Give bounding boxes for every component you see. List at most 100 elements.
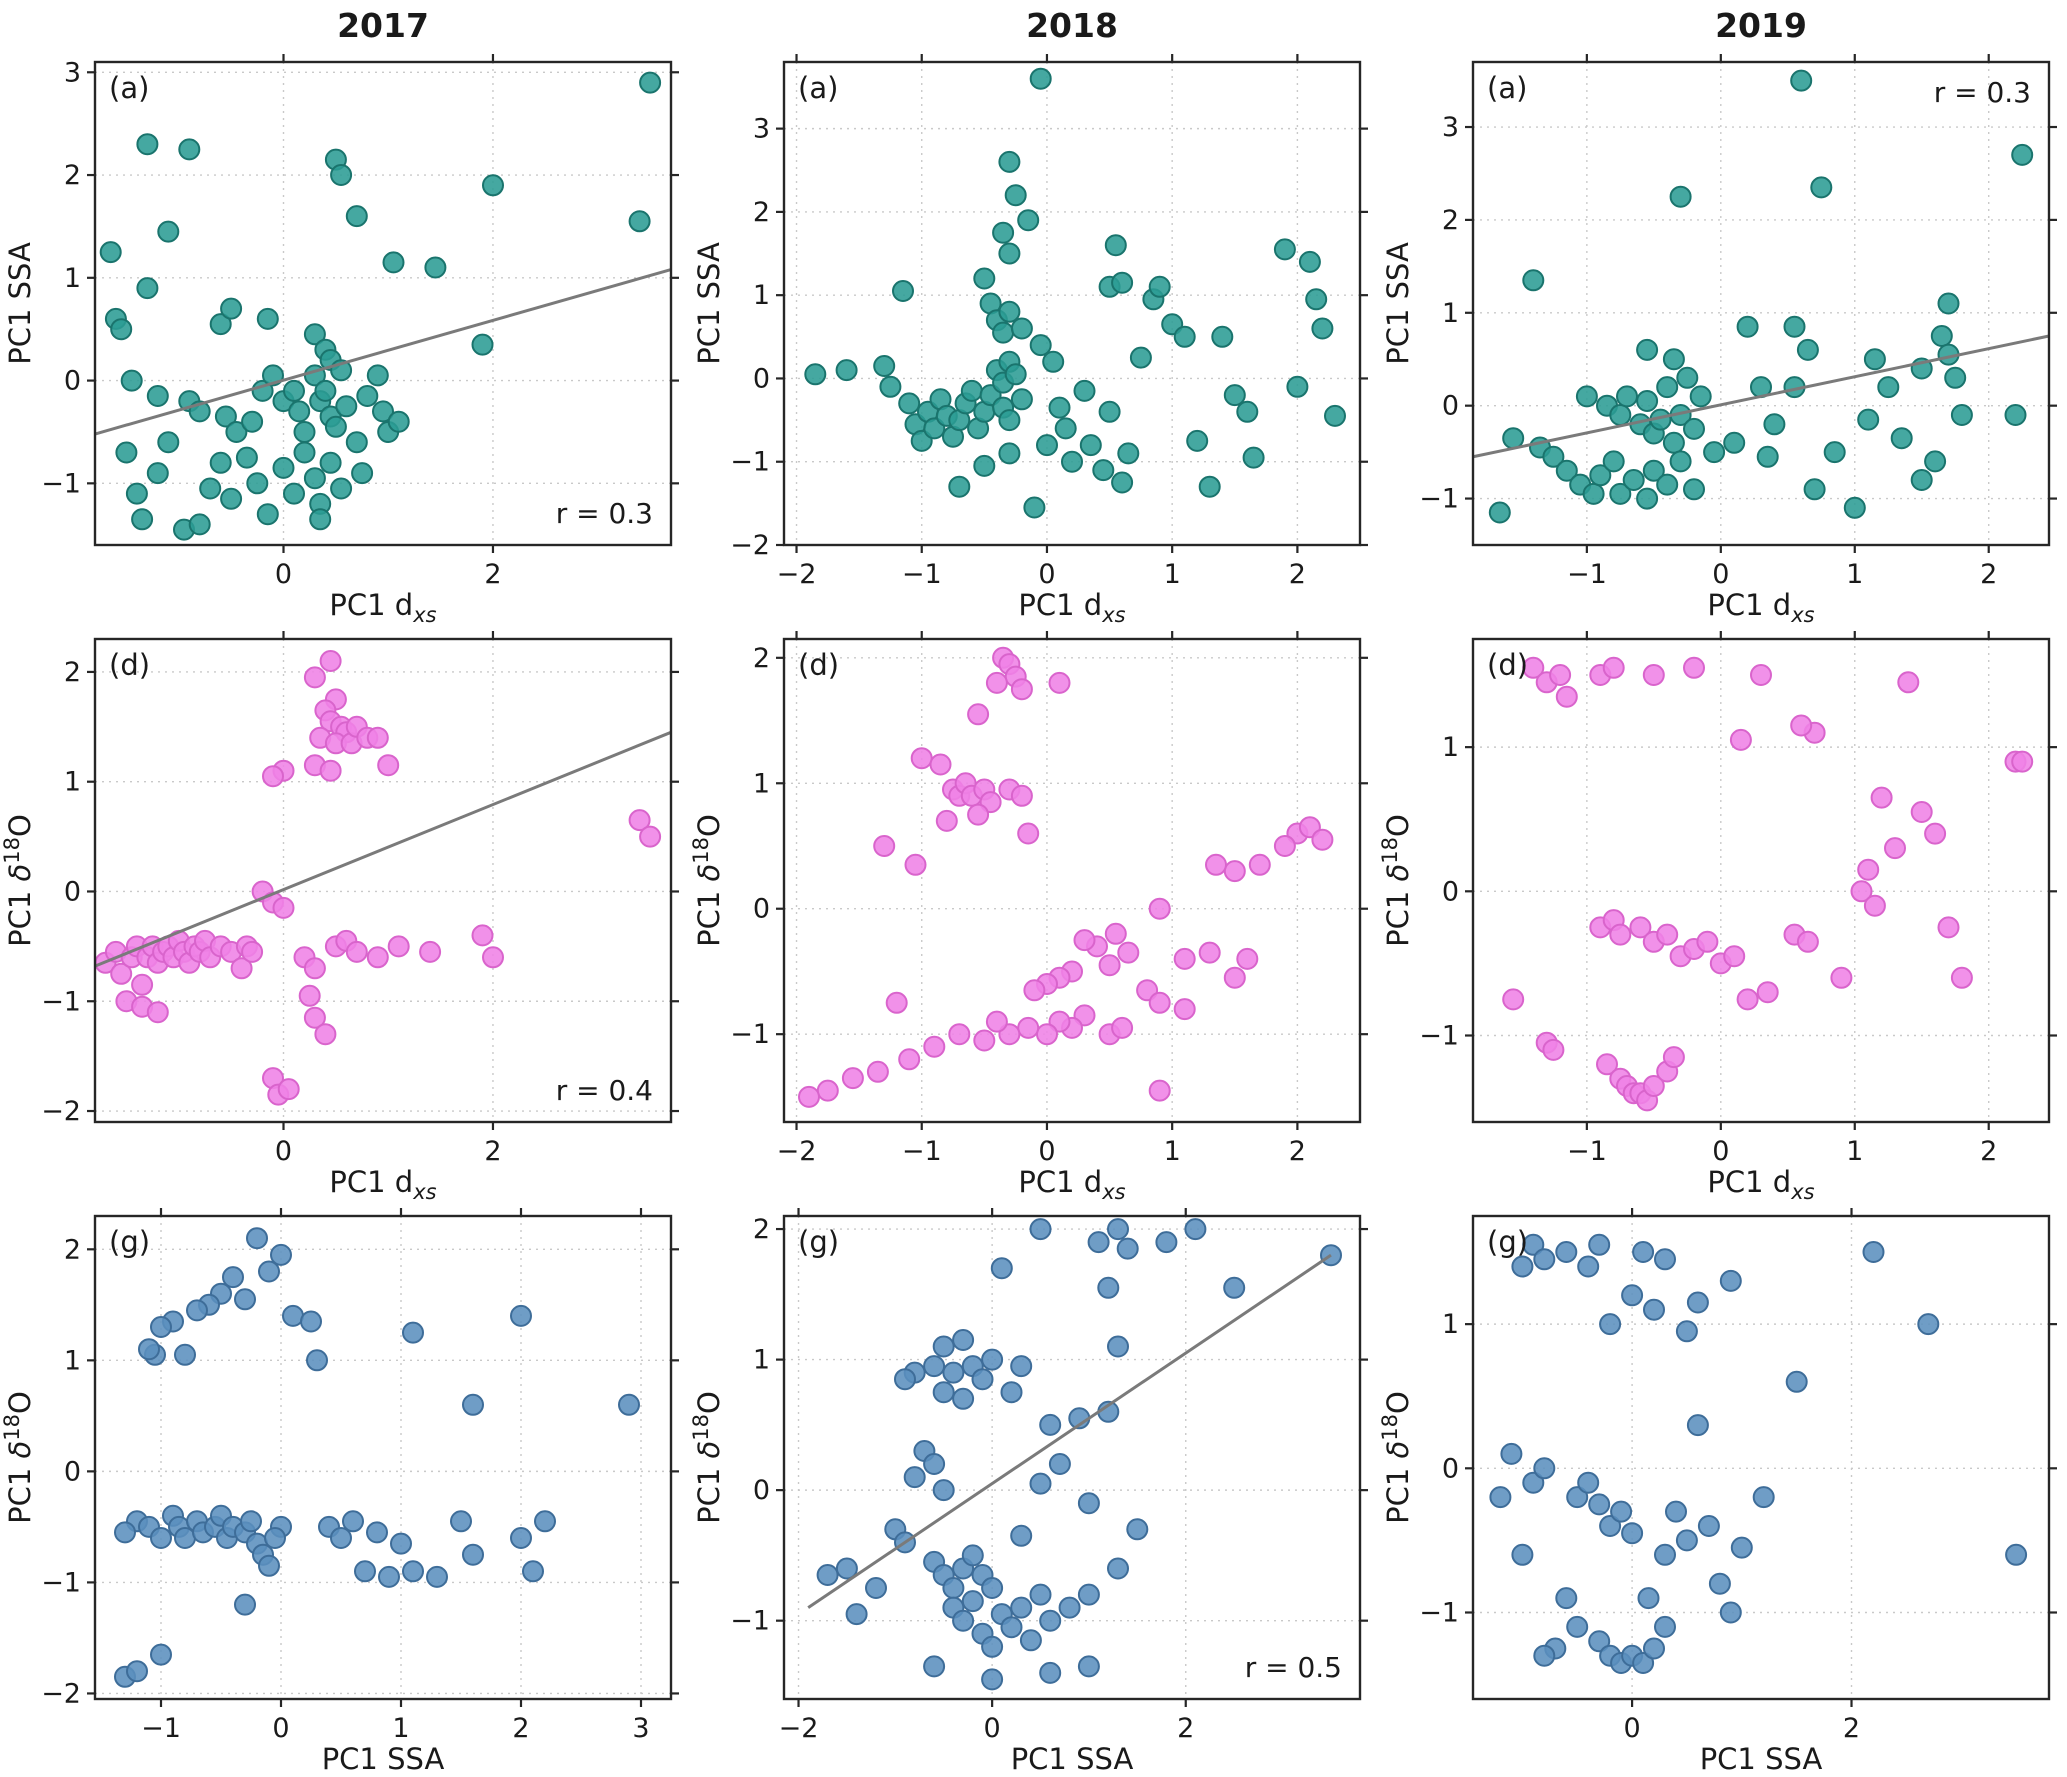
- svg-text:2: 2: [1843, 1713, 1860, 1744]
- svg-text:1: 1: [1846, 559, 1863, 590]
- panel-cell: −1 0 1 2 3 −2 −1 0 1 2 PC1 SSA PC1 δ18O (g): [0, 1200, 689, 1777]
- svg-text:0: 0: [275, 559, 292, 590]
- svg-text:−1: −1: [1419, 1020, 1459, 1051]
- svg-text:2: 2: [64, 160, 81, 191]
- scatter-panel-2019-a: −1 0 1 2 −1 0 1 2 3 PC1 dxs PC1 SSA (a) r = 0.3: [1381, 54, 2057, 623]
- svg-text:PC1 SSA: PC1 SSA: [692, 242, 726, 365]
- svg-text:r = 0.4: r = 0.4: [556, 1074, 653, 1107]
- column-title-2017: 2017: [337, 6, 429, 45]
- svg-text:1: 1: [753, 1345, 770, 1376]
- svg-text:−1: −1: [730, 447, 770, 478]
- svg-text:0: 0: [275, 1136, 292, 1167]
- scatter-panel-2019-g: 0 2 −1 0 1 PC1 SSA PC1 δ18O (g): [1378, 1208, 2057, 1776]
- svg-text:−1: −1: [902, 559, 942, 590]
- scatter-panel-2017-d: 0 2 −2 −1 0 1 2 PC1 dxs PC1 δ18O (d) r = 0.4: [0, 631, 679, 1200]
- svg-text:0: 0: [1712, 559, 1729, 590]
- svg-text:PC1 SSA: PC1 SSA: [1011, 1742, 1134, 1776]
- svg-text:PC1 δ18O: PC1 δ18O: [0, 1391, 37, 1524]
- column-title-2018: 2018: [1026, 6, 1118, 45]
- svg-text:2: 2: [64, 1234, 81, 1265]
- svg-text:1: 1: [64, 263, 81, 294]
- svg-text:2: 2: [1980, 559, 1997, 590]
- svg-text:0: 0: [1442, 1453, 1459, 1484]
- svg-text:0: 0: [272, 1713, 289, 1744]
- svg-text:PC1 SSA: PC1 SSA: [1700, 1742, 1823, 1776]
- scatter-panel-2018-a: −2 −1 0 1 2 −2 −1 0 1 2 3 PC1 dxs PC1 SSA (a): [692, 54, 1368, 623]
- scatter-panel-2017-g: −1 0 1 2 3 −2 −1 0 1 2 PC1 SSA PC1 δ18O (g): [0, 1208, 679, 1776]
- svg-text:1: 1: [1164, 1136, 1181, 1167]
- svg-text:r = 0.3: r = 0.3: [1934, 76, 2031, 109]
- svg-text:3: 3: [1442, 112, 1459, 143]
- svg-text:0: 0: [753, 1475, 770, 1506]
- svg-text:−1: −1: [1567, 559, 1607, 590]
- panel-cell: 0 2 −1 0 1 PC1 SSA PC1 δ18O (g): [1378, 1200, 2067, 1777]
- svg-text:1: 1: [392, 1713, 409, 1744]
- svg-text:1: 1: [1164, 559, 1181, 590]
- svg-text:−1: −1: [1419, 1597, 1459, 1628]
- svg-text:−1: −1: [41, 986, 81, 1017]
- scatter-panel-2018-g: −2 0 2 −1 0 1 2 PC1 SSA PC1 δ18O (g) r = 0.5: [689, 1208, 1368, 1776]
- svg-text:1: 1: [1442, 732, 1459, 763]
- svg-text:−2: −2: [779, 1713, 819, 1744]
- svg-text:PC1 δ18O: PC1 δ18O: [0, 814, 37, 947]
- svg-text:−1: −1: [41, 468, 81, 499]
- svg-text:2: 2: [484, 559, 501, 590]
- svg-text:(a): (a): [1487, 71, 1527, 105]
- svg-text:PC1 dxs: PC1 dxs: [1018, 588, 1125, 623]
- column-title-2019: 2019: [1715, 6, 1807, 45]
- panel-cell: −2 −1 0 1 2 −1 0 1 2 PC1 dxs PC1 δ18O (d): [689, 623, 1378, 1200]
- svg-text:3: 3: [632, 1713, 649, 1744]
- svg-text:1: 1: [1442, 1309, 1459, 1340]
- svg-text:0: 0: [64, 876, 81, 907]
- svg-text:−2: −2: [777, 559, 817, 590]
- panel-grid: 0 2 −1 0 1 2 3 PC1 dxs PC1 SSA (a) r = 0.3 −2 −1 0 1 2…: [0, 46, 2067, 1777]
- svg-text:0: 0: [1038, 1136, 1055, 1167]
- svg-text:PC1 dxs: PC1 dxs: [1018, 1165, 1125, 1200]
- svg-text:2: 2: [1980, 1136, 1997, 1167]
- svg-text:3: 3: [753, 114, 770, 145]
- scatter-panel-2018-d: −2 −1 0 1 2 −1 0 1 2 PC1 dxs PC1 δ18O (d): [689, 631, 1368, 1200]
- svg-text:0: 0: [984, 1713, 1001, 1744]
- svg-text:−2: −2: [777, 1136, 817, 1167]
- svg-text:2: 2: [753, 197, 770, 228]
- column-titles: 2017 2018 2019: [0, 0, 2067, 46]
- svg-text:1: 1: [1846, 1136, 1863, 1167]
- svg-text:0: 0: [1442, 391, 1459, 422]
- svg-text:−1: −1: [730, 1606, 770, 1637]
- svg-text:2: 2: [1442, 205, 1459, 236]
- svg-text:0: 0: [1038, 559, 1055, 590]
- svg-text:0: 0: [1442, 876, 1459, 907]
- svg-text:0: 0: [1623, 1713, 1640, 1744]
- panel-cell: 0 2 −1 0 1 2 3 PC1 dxs PC1 SSA (a) r = 0.3: [0, 46, 689, 623]
- svg-text:(a): (a): [109, 71, 149, 105]
- svg-text:−1: −1: [1567, 1136, 1607, 1167]
- svg-text:(g): (g): [798, 1225, 839, 1259]
- svg-text:3: 3: [64, 57, 81, 88]
- svg-text:−1: −1: [1419, 484, 1459, 515]
- svg-text:−1: −1: [730, 1019, 770, 1050]
- panel-cell: −1 0 1 2 −1 0 1 2 3 PC1 dxs PC1 SSA (a) r = 0.3: [1378, 46, 2067, 623]
- svg-text:PC1 δ18O: PC1 δ18O: [689, 814, 726, 947]
- svg-text:(a): (a): [798, 71, 838, 105]
- svg-text:2: 2: [512, 1713, 529, 1744]
- svg-text:−2: −2: [730, 530, 770, 561]
- svg-text:0: 0: [753, 894, 770, 925]
- svg-text:PC1 δ18O: PC1 δ18O: [1378, 1391, 1415, 1524]
- svg-text:PC1 dxs: PC1 dxs: [329, 1165, 436, 1200]
- svg-text:1: 1: [1442, 298, 1459, 329]
- svg-text:PC1 dxs: PC1 dxs: [1707, 1165, 1814, 1200]
- svg-text:2: 2: [1289, 1136, 1306, 1167]
- svg-text:2: 2: [1289, 559, 1306, 590]
- svg-text:−1: −1: [41, 1567, 81, 1598]
- svg-text:−1: −1: [902, 1136, 942, 1167]
- svg-text:(d): (d): [798, 648, 839, 682]
- svg-text:−2: −2: [41, 1678, 81, 1709]
- panel-cell: −2 −1 0 1 2 −2 −1 0 1 2 3 PC1 dxs PC1 SSA (a): [689, 46, 1378, 623]
- scatter-panel-2017-a: 0 2 −1 0 1 2 3 PC1 dxs PC1 SSA (a) r = 0.3: [3, 54, 679, 623]
- svg-text:PC1 SSA: PC1 SSA: [1381, 242, 1415, 365]
- svg-text:(d): (d): [1487, 648, 1528, 682]
- svg-text:PC1 SSA: PC1 SSA: [322, 1742, 445, 1776]
- svg-text:1: 1: [753, 768, 770, 799]
- svg-text:1: 1: [64, 1345, 81, 1376]
